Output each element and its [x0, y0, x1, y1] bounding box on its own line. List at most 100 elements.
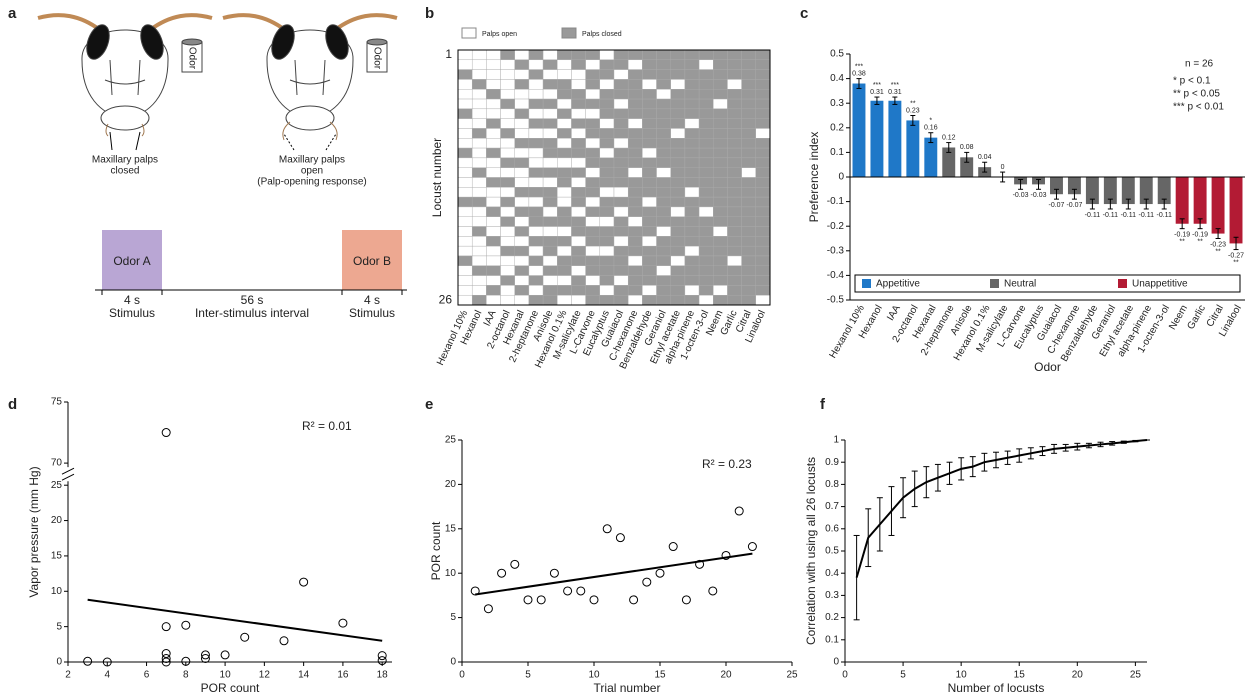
heatmap-cell — [670, 108, 686, 119]
heatmap-cell — [713, 128, 728, 139]
heatmap-cell — [486, 79, 501, 90]
y-tick-label: 26 — [439, 292, 453, 306]
heatmap-cell — [713, 245, 728, 257]
heatmap-cell — [741, 216, 757, 227]
panel-label: e — [425, 396, 433, 413]
heatmap-cell — [500, 177, 515, 188]
heatmap-cell — [684, 216, 700, 227]
heatmap-cell — [599, 147, 615, 159]
heatmap-cell — [727, 245, 742, 257]
heatmap-cell — [741, 206, 757, 217]
heatmap-cell — [755, 157, 771, 168]
heatmap-cell — [514, 69, 530, 80]
heatmap-cell — [698, 187, 714, 198]
point — [576, 586, 586, 596]
heatmap-cell — [571, 108, 586, 119]
heatmap-cell — [599, 59, 615, 70]
heatmap-cell — [727, 177, 742, 188]
y-tick-label: 0.9 — [825, 457, 839, 468]
heatmap-cell — [670, 236, 686, 247]
legend-label: Appetitive — [876, 279, 920, 290]
point — [181, 620, 191, 630]
heatmap-cell — [571, 59, 586, 70]
y-tick-label: 0.8 — [825, 479, 839, 490]
heatmap-cell — [627, 285, 643, 296]
axis-break — [61, 473, 75, 481]
heatmap-cell — [613, 245, 629, 257]
heatmap-cell — [642, 59, 657, 70]
point — [655, 568, 665, 578]
y-tick-label: 0 — [450, 657, 456, 668]
heatmap-cell — [514, 49, 530, 61]
heatmap-cell — [713, 226, 728, 237]
heatmap-cell — [684, 89, 700, 100]
heatmap-cell — [471, 285, 487, 296]
heatmap-cell — [486, 167, 501, 178]
legend-label: Unappetitive — [1132, 279, 1188, 290]
heatmap-cell — [713, 59, 728, 70]
heatmap-cell — [557, 245, 572, 257]
heatmap-cell — [585, 294, 601, 306]
value-label: 0.31 — [870, 89, 884, 96]
heatmap-cell — [713, 206, 728, 217]
heatmap-cell — [670, 196, 686, 208]
heatmap-cell — [486, 265, 501, 276]
heatmap-cell — [684, 79, 700, 90]
heatmap-cell — [471, 226, 487, 237]
heatmap-cell — [571, 216, 586, 227]
heatmap-cell — [698, 285, 714, 296]
heatmap-cell — [642, 294, 657, 306]
heatmap-cell — [642, 98, 657, 110]
heatmap-cell — [755, 147, 771, 159]
heatmap-cell — [457, 285, 473, 296]
heatmap-cell — [557, 79, 572, 90]
heatmap-cell — [627, 216, 643, 227]
heatmap-cell — [557, 255, 572, 266]
heatmap-cell — [642, 255, 657, 266]
heatmap-cell — [557, 177, 572, 188]
heatmap-cell — [542, 108, 558, 119]
heatmap-cell — [613, 255, 629, 266]
heatmap-cell — [528, 255, 544, 266]
heatmap-cell — [741, 285, 757, 296]
x-tick-label: 15 — [654, 670, 666, 681]
heatmap-cell — [599, 294, 615, 306]
heatmap-cell — [571, 206, 586, 217]
heatmap-cell — [486, 285, 501, 296]
heatmap-cell — [698, 294, 714, 306]
segment-label: 4 s — [364, 293, 380, 307]
heatmap-cell — [500, 79, 515, 90]
heatmap-cell — [528, 245, 544, 257]
heatmap-cell — [627, 236, 643, 247]
heatmap-cell — [599, 216, 615, 227]
heatmap-cell — [727, 108, 742, 119]
heatmap-cell — [727, 187, 742, 198]
heatmap-cell — [542, 177, 558, 188]
significance: ** — [910, 100, 916, 107]
heatmap-cell — [755, 255, 771, 266]
heatmap-cell — [514, 79, 530, 90]
heatmap-cell — [571, 49, 586, 61]
caption: Maxillary palps — [279, 155, 345, 166]
heatmap-cell — [542, 138, 558, 149]
significance: *** — [891, 82, 899, 89]
y-tick-label: 0.4 — [825, 568, 839, 579]
heatmap-cell — [698, 59, 714, 70]
y-tick-label: 0.2 — [825, 612, 839, 623]
heatmap-cell — [571, 187, 586, 198]
heatmap-cell — [571, 196, 586, 208]
heatmap-cell — [670, 294, 686, 306]
heatmap-cell — [557, 98, 572, 110]
axis-break — [61, 467, 75, 475]
heatmap-cell — [500, 294, 515, 306]
heatmap-cell — [500, 285, 515, 296]
heatmap-cell — [500, 98, 515, 110]
heatmap-cell — [741, 167, 757, 178]
x-tick-label: 0 — [842, 670, 848, 681]
value-label: 0.12 — [942, 134, 956, 141]
heatmap-cell — [557, 206, 572, 217]
heatmap-cell — [500, 236, 515, 247]
heatmap-cell — [642, 157, 657, 168]
heatmap-cell — [542, 285, 558, 296]
significance: ** — [1197, 239, 1203, 246]
